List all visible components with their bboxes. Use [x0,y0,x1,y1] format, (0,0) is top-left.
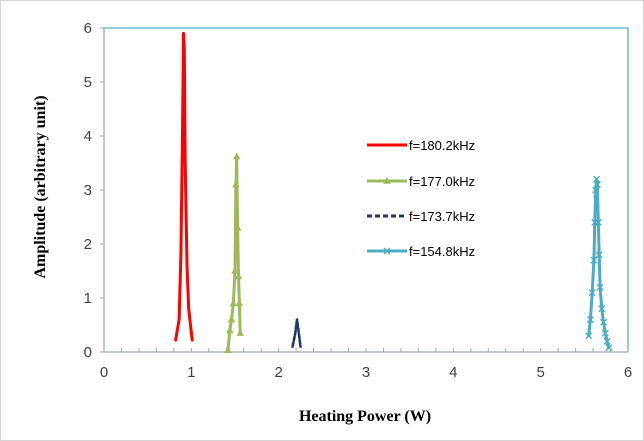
data-point [586,316,594,324]
legend-label: f=154.8kHz [409,244,475,259]
x-tick-label: 6 [624,364,632,381]
legend-marker [383,176,391,184]
y-tick-label: 6 [84,20,92,37]
y-tick-label: 4 [84,128,92,145]
x-tick-label: 2 [274,364,282,381]
x-tick-label: 4 [449,364,457,381]
data-point [234,272,243,280]
data-point [601,329,609,337]
y-tick-label: 1 [84,290,92,307]
y-tick-label: 0 [84,344,92,361]
data-point [233,223,242,231]
series-1 [224,152,244,354]
x-tick-label: 0 [100,364,108,381]
data-point [593,175,601,183]
data-point [595,251,603,259]
legend-item-3: f=154.8kHz [367,244,475,259]
series-line [291,318,302,348]
x-axis-title: Heating Power (W) [299,408,431,425]
data-point [235,299,244,307]
legend-item-0: f=180.2kHz [367,138,475,153]
series-0 [174,31,194,342]
data-point [594,218,602,226]
data-point [236,328,244,336]
data-point [227,315,236,323]
data-point [226,326,234,334]
legend: f=180.2kHz f=177.0kHz f=173.7kHz f=154.8kHz [367,138,475,259]
x-tick-label: 5 [536,364,544,381]
data-point [232,180,240,188]
series-line [587,177,611,350]
data-point [603,337,611,345]
series-3 [585,175,613,352]
legend-marker [383,247,391,255]
data-point [596,283,604,291]
legend-label: f=173.7kHz [409,209,475,224]
plot-border [103,27,629,353]
x-tick-label: 1 [187,364,195,381]
series-layer [174,31,613,354]
y-tick-label: 5 [84,74,92,91]
data-point [593,181,601,189]
y-tick-label: 2 [84,236,92,253]
data-point [588,289,596,297]
axes: 0 1 2 3 4 5 6 0 1 2 3 4 5 6 [84,20,633,381]
x-tick-label: 3 [362,364,370,381]
series-line [174,31,194,342]
legend-label: f=177.0kHz [409,174,475,189]
data-point [590,256,598,264]
data-point [585,332,593,340]
data-point [231,266,239,274]
legend-item-2: f=173.7kHz [367,209,475,224]
data-point [592,186,600,194]
plot-area [103,27,629,353]
data-point [224,346,232,354]
y-axis-title: Amplitude (arbitrary unit) [32,95,49,278]
legend-item-1: f=177.0kHz [367,174,475,189]
data-point [233,152,241,160]
data-point [598,305,606,313]
series-2 [291,318,302,348]
data-point [600,318,608,326]
data-point [605,344,613,352]
legend-label: f=180.2kHz [409,138,475,153]
y-tick-label: 3 [84,182,92,199]
data-point [229,299,237,307]
